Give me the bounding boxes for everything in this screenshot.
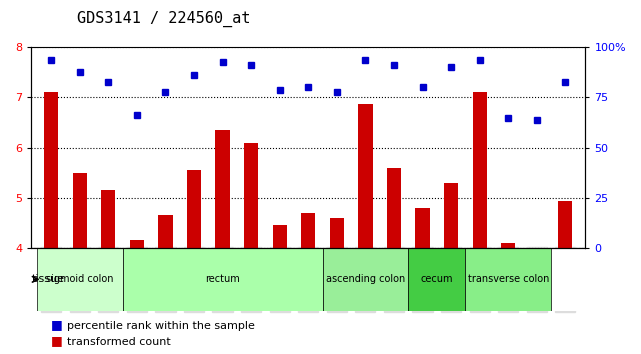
Text: ■: ■: [51, 318, 63, 331]
Bar: [415, 208, 429, 248]
Text: rectum: rectum: [205, 274, 240, 284]
Bar: [329, 218, 344, 248]
FancyBboxPatch shape: [465, 248, 551, 311]
Bar: [129, 240, 144, 248]
Bar: [272, 225, 287, 248]
FancyBboxPatch shape: [322, 248, 408, 311]
Bar: [444, 183, 458, 248]
FancyBboxPatch shape: [408, 248, 465, 311]
Bar: [358, 103, 372, 248]
Text: sigmoid colon: sigmoid colon: [46, 274, 113, 284]
Bar: [101, 190, 115, 248]
FancyBboxPatch shape: [37, 248, 122, 311]
Bar: [301, 213, 315, 248]
Text: ■: ■: [51, 334, 63, 347]
Bar: [558, 201, 572, 248]
Text: cecum: cecum: [420, 274, 453, 284]
Bar: [472, 92, 487, 248]
Text: ascending colon: ascending colon: [326, 274, 405, 284]
Bar: [387, 168, 401, 248]
Text: GDS3141 / 224560_at: GDS3141 / 224560_at: [77, 11, 250, 27]
Text: transformed count: transformed count: [67, 337, 171, 347]
Text: percentile rank within the sample: percentile rank within the sample: [67, 321, 255, 331]
Bar: [244, 143, 258, 248]
Bar: [72, 173, 87, 248]
Bar: [44, 92, 58, 248]
FancyBboxPatch shape: [122, 248, 322, 311]
Bar: [158, 215, 172, 248]
Bar: [187, 170, 201, 248]
Text: tissue: tissue: [31, 274, 65, 284]
Text: transverse colon: transverse colon: [467, 274, 549, 284]
Bar: [501, 243, 515, 248]
Bar: [215, 130, 229, 248]
